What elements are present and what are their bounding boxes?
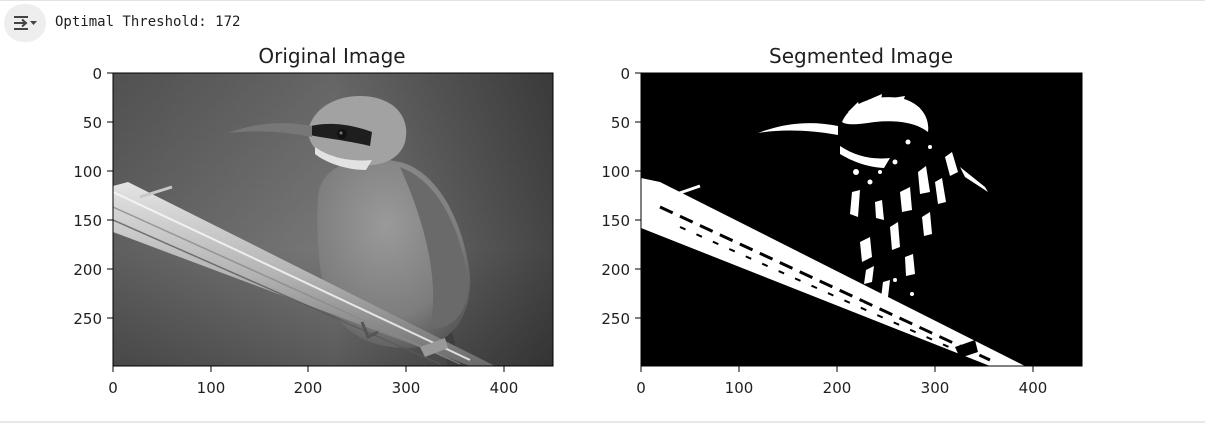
- x-tick-label: 300: [921, 379, 950, 397]
- segmented-image-title: Segmented Image: [769, 44, 953, 68]
- output-text: Optimal Threshold: 172: [55, 14, 241, 30]
- x-tick-label: 100: [197, 379, 226, 397]
- cell-top-divider: [0, 0, 1205, 1]
- y-tick-label: 100: [601, 163, 630, 181]
- output-collapse-icon: [14, 16, 37, 30]
- y-tick-label: 100: [73, 163, 102, 181]
- y-tick-label: 200: [73, 261, 102, 279]
- x-tick-label: 400: [490, 379, 519, 397]
- figure: Original Image: [73, 44, 1083, 397]
- original-image-title: Original Image: [258, 44, 405, 68]
- x-tick-label: 200: [294, 379, 323, 397]
- x-tick-label: 0: [636, 379, 646, 397]
- original-image: [113, 73, 553, 366]
- original-y-axis: 0 50 100 150 200 250: [73, 65, 113, 328]
- original-x-axis: 0 100 200 300 400: [108, 366, 518, 397]
- output-toggle-button[interactable]: [4, 4, 46, 42]
- y-tick-label: 50: [611, 114, 630, 132]
- y-tick-label: 250: [73, 310, 102, 328]
- segmented-image-subplot: Segmented Image: [601, 44, 1083, 397]
- x-tick-label: 400: [1019, 379, 1048, 397]
- segmented-x-axis: 0 100 200 300 400: [636, 366, 1047, 397]
- x-tick-label: 0: [108, 379, 118, 397]
- segmented-y-axis: 0 50 100 150 200 250: [601, 65, 641, 328]
- y-tick-label: 250: [601, 310, 630, 328]
- y-tick-label: 150: [73, 212, 102, 230]
- y-tick-label: 0: [620, 65, 630, 83]
- x-tick-label: 100: [725, 379, 754, 397]
- cell-bottom-divider: [0, 421, 1205, 423]
- x-tick-label: 200: [823, 379, 852, 397]
- segmented-image: [641, 73, 1082, 366]
- x-tick-label: 300: [392, 379, 421, 397]
- y-tick-label: 150: [601, 212, 630, 230]
- y-tick-label: 200: [601, 261, 630, 279]
- original-image-subplot: Original Image: [73, 44, 554, 397]
- y-tick-label: 50: [83, 114, 102, 132]
- y-tick-label: 0: [92, 65, 102, 83]
